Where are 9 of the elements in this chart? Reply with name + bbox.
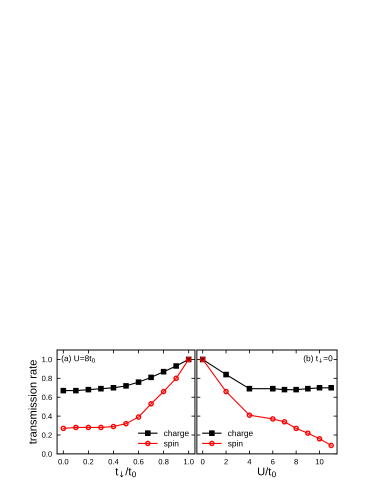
legend-label: spin bbox=[228, 440, 242, 448]
x-axis-title: t$_{↓}$/t$_{0}$ bbox=[115, 467, 136, 478]
legend-label: spin bbox=[164, 440, 178, 448]
y-axis-title: transmission rate bbox=[28, 360, 37, 444]
legend-label: charge bbox=[164, 430, 189, 438]
x-axis-title: U/t$_{0}$ bbox=[258, 467, 276, 478]
annotation: (b) t$_{↓}$=0 bbox=[304, 355, 332, 363]
annotation: (a) U=8t$_{0}$ bbox=[62, 355, 95, 363]
legend-label: charge bbox=[228, 430, 253, 438]
